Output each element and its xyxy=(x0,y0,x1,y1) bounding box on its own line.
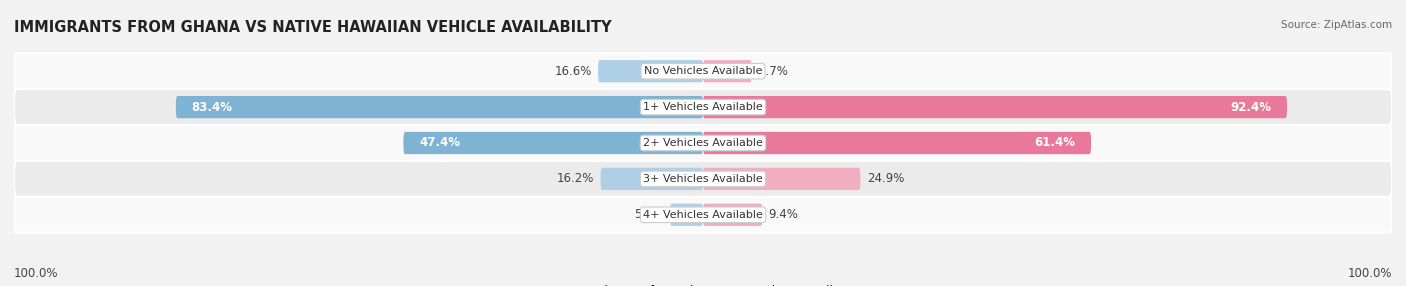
FancyBboxPatch shape xyxy=(14,125,1392,161)
FancyBboxPatch shape xyxy=(600,168,703,190)
FancyBboxPatch shape xyxy=(703,168,860,190)
Text: 100.0%: 100.0% xyxy=(1347,267,1392,280)
Text: 16.6%: 16.6% xyxy=(554,65,592,78)
Text: 100.0%: 100.0% xyxy=(14,267,59,280)
FancyBboxPatch shape xyxy=(598,60,703,82)
FancyBboxPatch shape xyxy=(703,60,752,82)
FancyBboxPatch shape xyxy=(14,53,1392,89)
FancyBboxPatch shape xyxy=(671,204,703,226)
Text: IMMIGRANTS FROM GHANA VS NATIVE HAWAIIAN VEHICLE AVAILABILITY: IMMIGRANTS FROM GHANA VS NATIVE HAWAIIAN… xyxy=(14,20,612,35)
Text: 4+ Vehicles Available: 4+ Vehicles Available xyxy=(643,210,763,220)
Text: 5.2%: 5.2% xyxy=(634,208,664,221)
FancyBboxPatch shape xyxy=(703,204,762,226)
FancyBboxPatch shape xyxy=(14,89,1392,125)
FancyBboxPatch shape xyxy=(14,161,1392,197)
Text: 61.4%: 61.4% xyxy=(1035,136,1076,150)
Text: No Vehicles Available: No Vehicles Available xyxy=(644,66,762,76)
Text: 1+ Vehicles Available: 1+ Vehicles Available xyxy=(643,102,763,112)
Text: 24.9%: 24.9% xyxy=(866,172,904,185)
FancyBboxPatch shape xyxy=(14,197,1392,233)
Text: 16.2%: 16.2% xyxy=(557,172,595,185)
Text: 92.4%: 92.4% xyxy=(1230,101,1271,114)
FancyBboxPatch shape xyxy=(703,96,1286,118)
Text: Source: ZipAtlas.com: Source: ZipAtlas.com xyxy=(1281,20,1392,30)
FancyBboxPatch shape xyxy=(176,96,703,118)
Text: 3+ Vehicles Available: 3+ Vehicles Available xyxy=(643,174,763,184)
FancyBboxPatch shape xyxy=(703,132,1091,154)
Text: 83.4%: 83.4% xyxy=(191,101,232,114)
Text: 7.7%: 7.7% xyxy=(758,65,787,78)
Text: 9.4%: 9.4% xyxy=(769,208,799,221)
FancyBboxPatch shape xyxy=(404,132,703,154)
Text: 47.4%: 47.4% xyxy=(419,136,460,150)
Text: 2+ Vehicles Available: 2+ Vehicles Available xyxy=(643,138,763,148)
Legend: Immigrants from Ghana, Native Hawaiian: Immigrants from Ghana, Native Hawaiian xyxy=(558,285,848,286)
